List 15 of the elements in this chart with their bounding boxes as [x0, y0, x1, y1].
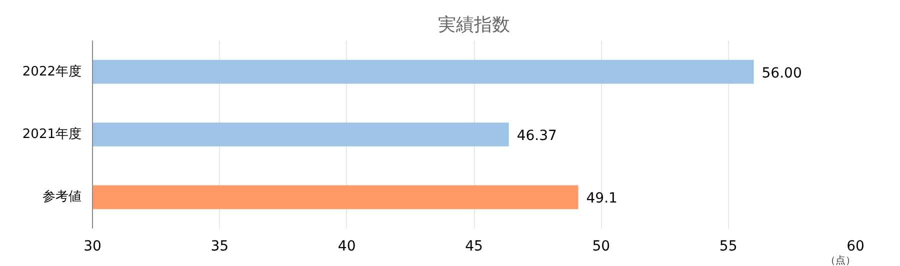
data-label: 46.37: [516, 128, 557, 144]
x-tick-label: 55: [719, 238, 738, 254]
x-tick-label: 60: [846, 238, 864, 254]
y-tick-label: 参考値: [42, 190, 82, 205]
y-tick-label: 2021年度: [22, 126, 82, 142]
x-tick-label: 40: [338, 238, 356, 254]
data-label: 56.00: [762, 65, 802, 82]
x-tick-label: 35: [210, 238, 229, 254]
chart-title: 実績指数: [438, 14, 510, 36]
x-tick-label: 45: [465, 238, 483, 254]
x-tick-label: 30: [84, 238, 102, 254]
x-axis-title: （点）: [826, 254, 856, 266]
data-label: 49.1: [586, 190, 618, 207]
y-tick-label: 2022年度: [22, 63, 82, 80]
x-tick-label: 50: [592, 238, 610, 254]
